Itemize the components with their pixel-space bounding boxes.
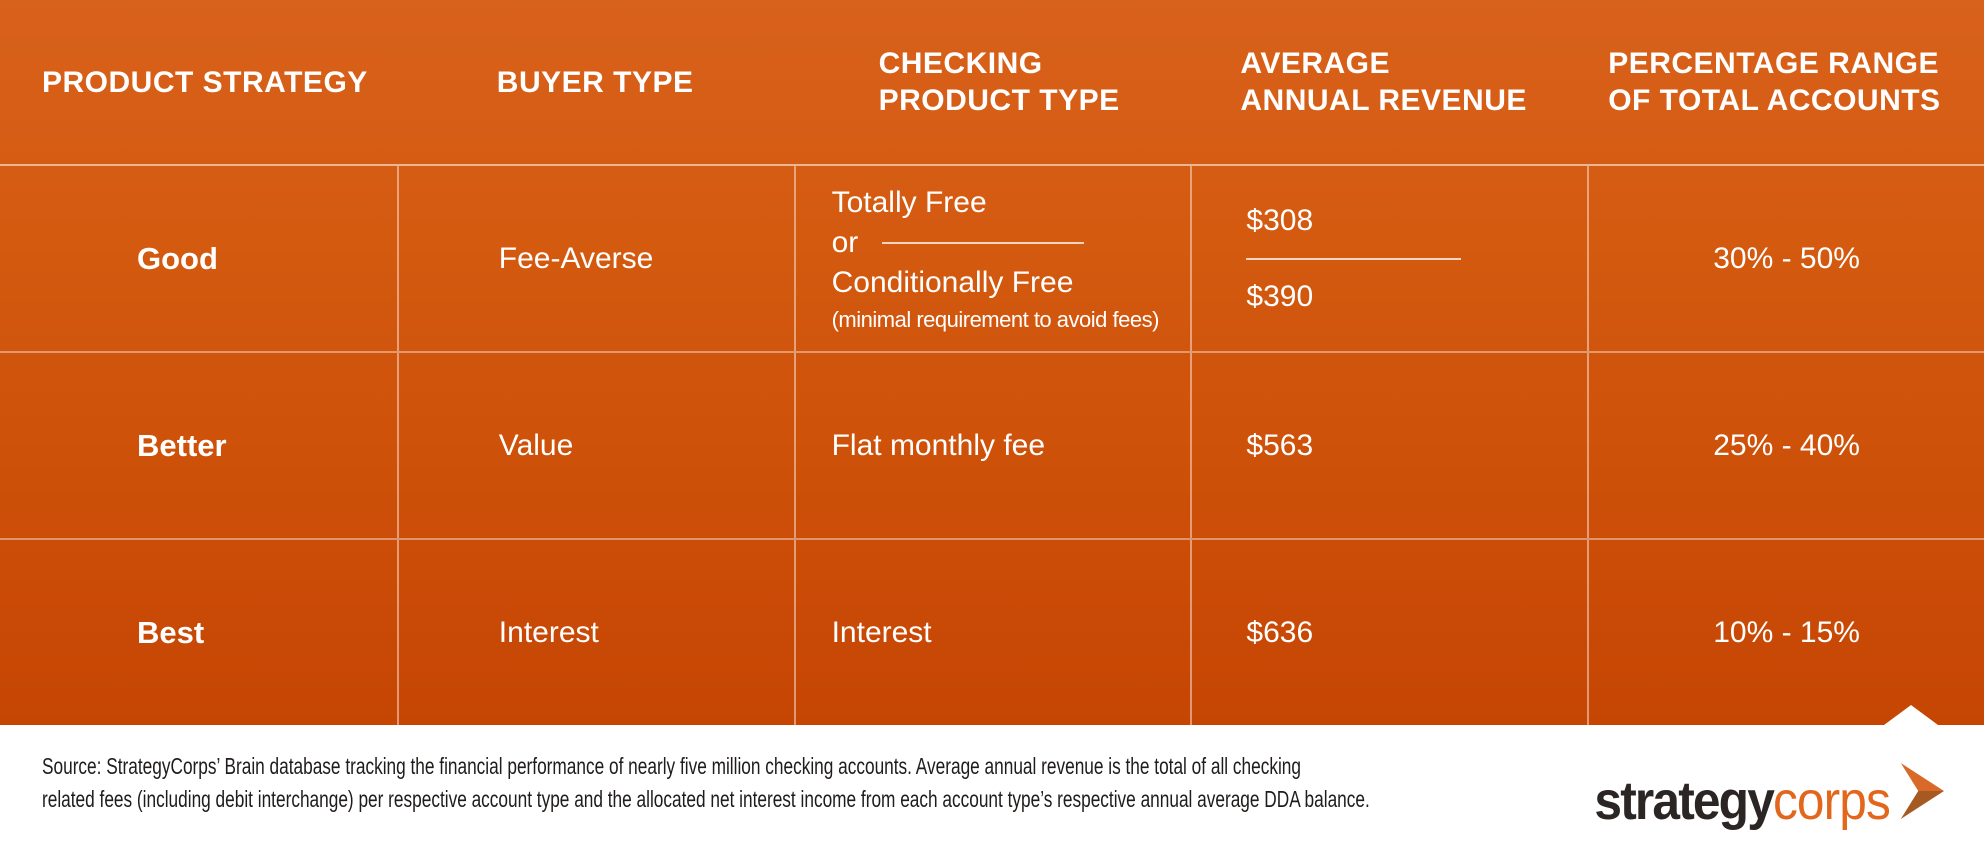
strategycorps-logo: strategy corps [1564, 760, 1944, 834]
cell-percentage: 25% - 40% [1587, 353, 1984, 538]
revenue-value-1: $308 [1246, 203, 1314, 237]
source-note-line2: related fees (including debit interchang… [42, 786, 1370, 812]
cell-revenue: $636 [1190, 540, 1587, 725]
chevron-right-icon [1900, 762, 1944, 819]
table-row-good: Good Fee-Averse Totally Free or Conditio… [0, 166, 1984, 351]
divider-line [882, 241, 1085, 244]
cell-revenue: $563 [1190, 353, 1587, 538]
logo-wordmark: strategy corps [1594, 762, 1944, 832]
cell-strategy: Best [137, 614, 205, 650]
column-header-buyer-type: BUYER TYPE [496, 65, 694, 99]
cell-buyer-type: Value [396, 353, 794, 538]
source-note: Source: StrategyCorps’ Brain database tr… [42, 750, 1445, 816]
revenue-value-2: $390 [1246, 279, 1314, 313]
cell-strategy: Good [137, 240, 218, 276]
column-header-checking-product-type: CHECKING PRODUCT TYPE [878, 47, 1120, 117]
source-note-line1: Source: StrategyCorps’ Brain database tr… [42, 753, 1302, 779]
checking-product-note: (minimal requirement to avoid fees) [831, 306, 1160, 332]
product-strategy-table: PRODUCT STRATEGY BUYER TYPE CHECKING PRO… [0, 0, 1984, 725]
logo-text-corps: corps [1772, 770, 1891, 831]
column-header-average-annual-revenue: AVERAGE ANNUAL REVENUE [1240, 47, 1527, 117]
cell-checking-product: Flat monthly fee [793, 353, 1191, 538]
cell-percentage: 10% - 15% [1587, 540, 1984, 725]
table-row-better: Better Value Flat monthly fee $563 25% -… [0, 351, 1984, 538]
cell-buyer-type: Interest [396, 540, 794, 725]
table-row-best: Best Interest Interest $636 10% - 15% [0, 538, 1984, 725]
checking-product-option-2: Conditionally Free [831, 265, 1074, 299]
cell-buyer-type: Fee-Averse [396, 166, 794, 351]
cell-checking-product: Interest [793, 540, 1191, 725]
revenue-stack: $308 $390 [1246, 201, 1462, 317]
cell-revenue: $308 $390 [1190, 166, 1587, 351]
checking-product-or: or [831, 225, 859, 259]
column-header-percentage-range: PERCENTAGE RANGE OF TOTAL ACCOUNTS [1608, 47, 1941, 117]
checking-product-option-1: Totally Free [831, 185, 987, 219]
cell-checking-product: Totally Free or Conditionally Free (mini… [793, 166, 1191, 351]
checking-product-or-row: or [832, 223, 1159, 263]
cell-strategy: Better [137, 427, 227, 463]
cell-percentage: 30% - 50% [1587, 166, 1984, 351]
table-header-row: PRODUCT STRATEGY BUYER TYPE CHECKING PRO… [0, 0, 1984, 166]
checking-product-stack: Totally Free or Conditionally Free (mini… [831, 183, 1160, 335]
column-header-product-strategy: PRODUCT STRATEGY [42, 65, 368, 99]
up-arrow-notch [1884, 705, 1938, 725]
divider-line [1246, 257, 1462, 260]
table-body: Good Fee-Averse Totally Free or Conditio… [0, 166, 1984, 725]
footer-band [0, 725, 1984, 856]
logo-text-strategy: strategy [1594, 770, 1774, 831]
